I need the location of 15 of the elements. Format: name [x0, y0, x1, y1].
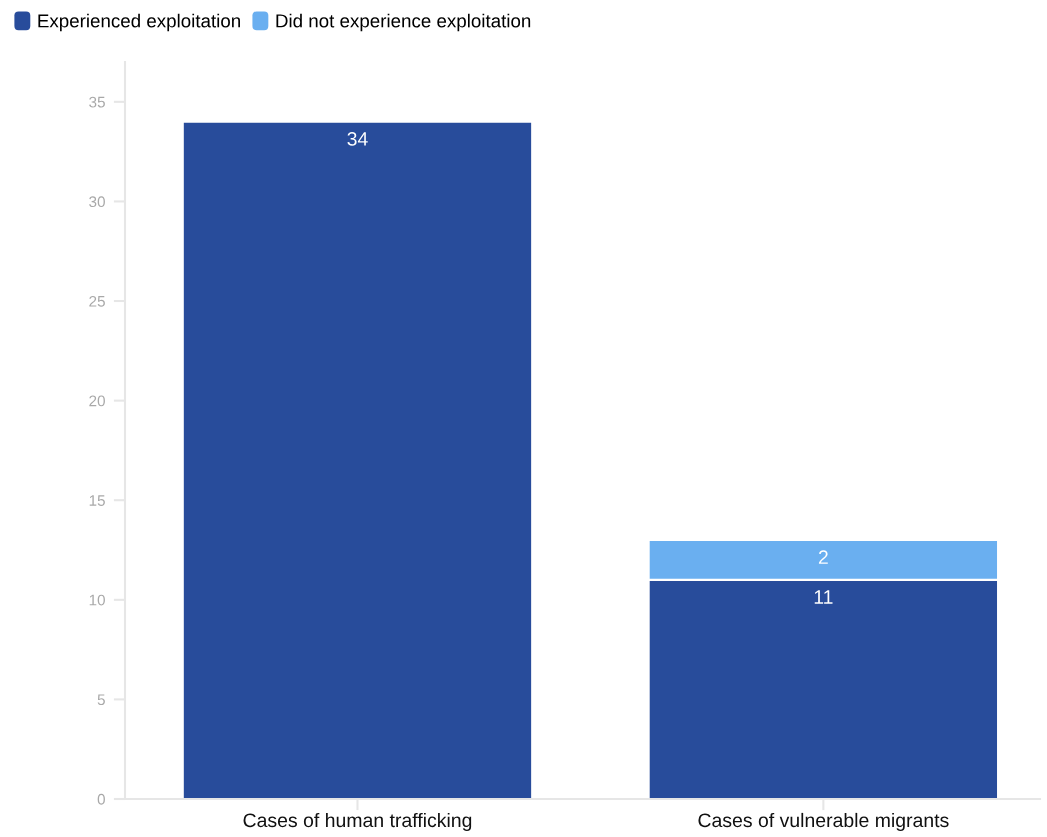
- y-tick-label: 20: [89, 395, 105, 407]
- y-tick-label: 5: [97, 694, 105, 706]
- y-tick-label: 30: [89, 196, 105, 208]
- y-tick-label: 0: [97, 793, 105, 805]
- legend-label: Experienced exploitation: [38, 13, 240, 32]
- x-tick-label: Cases of human trafficking: [243, 812, 472, 832]
- x-tick-label: Cases of vulnerable migrants: [698, 812, 949, 832]
- y-tick-label: 25: [89, 295, 105, 307]
- data-label: 11: [814, 590, 833, 604]
- legend-label: Did not experience exploitation: [276, 13, 531, 32]
- data-label: 34: [347, 131, 368, 146]
- data-label: 2: [818, 550, 828, 564]
- y-tick-label: 15: [89, 495, 105, 506]
- y-tick-label: 10: [89, 594, 105, 606]
- y-tick-label: 35: [89, 96, 105, 108]
